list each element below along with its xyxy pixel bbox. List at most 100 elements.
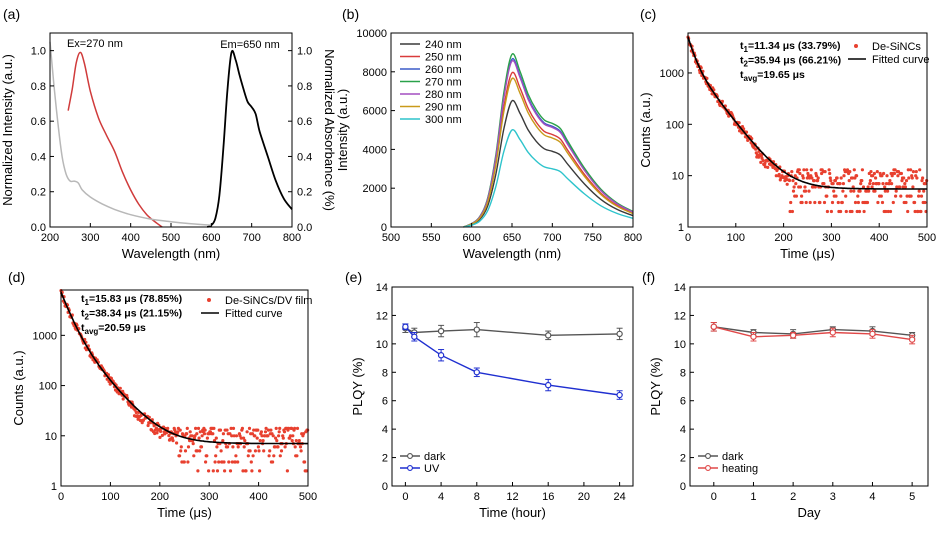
fit-annotation-c: tavg=19.65 μs bbox=[740, 69, 805, 83]
scatter-point-c bbox=[856, 200, 861, 205]
plot-frame-d bbox=[60, 289, 309, 487]
x-axis-label-e: Time (hour) bbox=[479, 505, 546, 520]
scatter-point-d bbox=[295, 426, 300, 430]
x-tick-label-e: 16 bbox=[542, 491, 554, 503]
data-point-e-UV bbox=[473, 369, 480, 376]
scatter-point-c bbox=[871, 174, 875, 178]
scatter-point-d bbox=[267, 454, 271, 458]
scatter-point-c bbox=[869, 170, 873, 174]
scatter-point-d bbox=[199, 445, 204, 449]
scatter-point-d bbox=[293, 445, 297, 449]
scatter-point-d bbox=[175, 441, 179, 445]
y-axis-label-e: PLQY (%) bbox=[350, 357, 365, 415]
fit-annotation-d: t1=15.83 μs (78.85%) bbox=[81, 293, 182, 307]
y-tick-label-f: 0 bbox=[680, 481, 686, 493]
scatter-point-d bbox=[269, 428, 273, 432]
scatter-point-c bbox=[858, 189, 862, 193]
scatter-point-c bbox=[915, 176, 919, 180]
scatter-point-c bbox=[834, 194, 838, 198]
x-tick-label-c: 200 bbox=[774, 232, 792, 244]
scatter-point-c bbox=[718, 103, 722, 108]
y-tick-label-b: 10000 bbox=[356, 28, 387, 40]
scatter-point-c bbox=[790, 170, 794, 174]
scatter-point-d bbox=[217, 460, 221, 464]
scatter-point-d bbox=[253, 434, 257, 438]
scatter-point-d bbox=[225, 428, 229, 432]
scatter-point-d bbox=[159, 429, 163, 433]
scatter-point-c bbox=[792, 185, 796, 189]
series-line-b-0 bbox=[463, 99, 634, 228]
scatter-point-d bbox=[290, 439, 294, 443]
scatter-point-d bbox=[170, 436, 174, 440]
series-line-b-5 bbox=[463, 77, 634, 228]
scatter-point-c bbox=[813, 185, 817, 189]
scatter-point-c bbox=[865, 200, 870, 205]
y-tick-label-b: 2000 bbox=[363, 183, 387, 195]
plot-frame-c bbox=[687, 32, 928, 228]
y2-axis-label-a: Normalized Absorbance (%) bbox=[322, 49, 337, 211]
y-tick-label-a: 0.8 bbox=[31, 81, 46, 93]
scatter-point-d bbox=[249, 460, 253, 464]
x-tick-label-c: 100 bbox=[727, 232, 745, 244]
scatter-point-d bbox=[155, 431, 159, 435]
scatter-point-d bbox=[262, 449, 266, 453]
scatter-point-c bbox=[883, 189, 887, 193]
data-point-f-heating bbox=[789, 332, 797, 339]
y-tick-label-a: 0.4 bbox=[31, 151, 46, 163]
scatter-point-c bbox=[855, 174, 859, 178]
scatter-point-d bbox=[179, 445, 183, 449]
scatter-point-c bbox=[803, 185, 807, 189]
y-tick-label-b: 6000 bbox=[363, 106, 387, 118]
scatter-point-c bbox=[871, 182, 875, 186]
scatter-point-c bbox=[804, 189, 808, 193]
x-tick-label-a: 300 bbox=[81, 232, 99, 244]
plot-frame-a bbox=[49, 32, 293, 228]
data-point-e-dark bbox=[616, 330, 623, 338]
scatter-point-c bbox=[891, 200, 895, 205]
legend-marker-f-heating bbox=[705, 465, 711, 471]
scatter-point-d bbox=[285, 469, 289, 473]
legend-marker-c bbox=[854, 44, 858, 48]
x-tick-label-f: 1 bbox=[750, 491, 756, 503]
scatter-point-d bbox=[243, 439, 247, 443]
scatter-point-d bbox=[121, 397, 125, 401]
scatter-point-c bbox=[861, 185, 866, 189]
y-tick-label-e: 12 bbox=[376, 310, 388, 322]
scatter-point-d bbox=[146, 423, 150, 428]
x-tick-label-a: 700 bbox=[242, 232, 260, 244]
panel-label-a: (a) bbox=[3, 6, 20, 22]
scatter-point-c bbox=[849, 189, 853, 193]
scatter-point-c bbox=[894, 189, 898, 193]
scatter-point-d bbox=[245, 430, 249, 434]
legend-label-c-data: De-SiNCs bbox=[872, 41, 921, 53]
scatter-point-d bbox=[279, 449, 284, 453]
scatter-point-d bbox=[195, 432, 199, 436]
legend-label-f-heating: heating bbox=[722, 463, 758, 475]
y2-tick-label-a: 0.6 bbox=[297, 116, 312, 128]
panel-c: (c) 0 100 200 300 400 500 1 10 100 1000 Time (μs) Co… bbox=[638, 6, 936, 261]
data-point-f-heating bbox=[908, 336, 916, 343]
scatter-point-c bbox=[885, 174, 889, 178]
y-tick-label-b: 8000 bbox=[363, 67, 387, 79]
x-tick-label-c: 300 bbox=[822, 232, 840, 244]
y-tick-label-c: 10 bbox=[672, 171, 684, 183]
y-tick-label-f: 12 bbox=[674, 310, 686, 322]
scatter-point-c bbox=[831, 182, 835, 186]
scatter-point-d bbox=[264, 426, 268, 430]
scatter-point-d bbox=[263, 430, 268, 434]
scatter-point-d bbox=[195, 449, 199, 453]
x-tick-label-f: 2 bbox=[790, 491, 796, 503]
y-tick-label-e: 14 bbox=[376, 282, 388, 294]
scatter-point-c bbox=[909, 194, 913, 198]
scatter-point-c bbox=[905, 194, 909, 198]
scatter-point-c bbox=[884, 209, 888, 214]
scatter-point-d bbox=[248, 449, 252, 453]
scatter-point-d bbox=[207, 469, 211, 473]
scatter-point-c bbox=[848, 170, 852, 174]
scatter-point-c bbox=[777, 172, 781, 177]
x-tick-label-d: 300 bbox=[200, 491, 218, 503]
scatter-point-c bbox=[911, 185, 915, 189]
panel-b: (b)500 550 600 650 700 750 8000200040006000800… bbox=[335, 6, 642, 261]
x-tick-label-b: 550 bbox=[422, 232, 440, 244]
scatter-point-c bbox=[794, 182, 798, 186]
